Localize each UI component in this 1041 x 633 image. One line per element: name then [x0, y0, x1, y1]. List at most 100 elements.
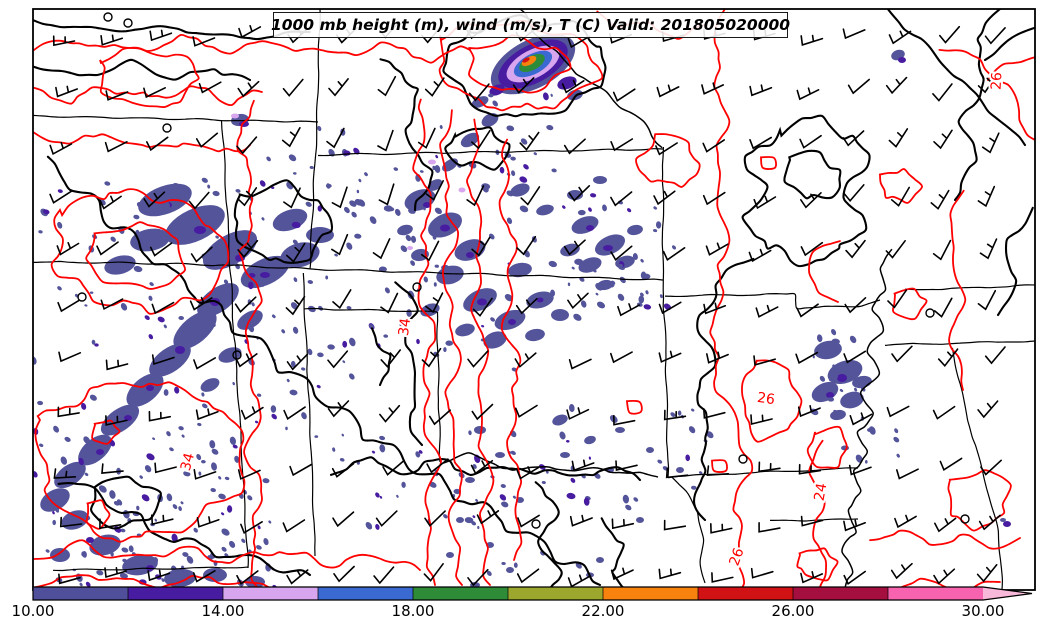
fill-speckle	[212, 190, 220, 197]
state-border	[661, 146, 670, 478]
fill-speckle	[592, 269, 597, 273]
fill-speckle	[406, 309, 412, 317]
fill-blob	[164, 568, 196, 588]
wind-barb	[471, 236, 491, 257]
fill-blob	[567, 190, 583, 200]
fill-blob	[596, 557, 604, 563]
wind-barb	[662, 247, 686, 262]
state-border	[671, 476, 706, 584]
temperature-contour	[760, 156, 777, 170]
fill-speckle	[180, 501, 184, 505]
fill-blob	[898, 57, 906, 63]
fill-speckle	[432, 165, 436, 171]
fill-speckle	[500, 484, 506, 488]
fill-speckle	[96, 570, 104, 576]
state-border	[303, 307, 438, 313]
fill-blob	[202, 230, 258, 270]
fill-speckle	[163, 324, 167, 329]
fill-speckle	[546, 125, 554, 131]
temperature-contour	[948, 189, 967, 391]
fill-speckle	[292, 239, 298, 245]
calm-wind-circle	[162, 123, 172, 133]
wind-barb	[286, 242, 306, 263]
temperature-contour	[91, 419, 121, 445]
fill-speckle	[486, 570, 492, 577]
calm-wind-circle	[232, 350, 242, 360]
height-contour	[379, 58, 434, 212]
wind-barb	[424, 510, 446, 527]
temperature-contour	[99, 46, 200, 108]
fill-blob	[89, 534, 121, 556]
wind-barb	[512, 77, 535, 94]
fill-speckle	[78, 457, 84, 466]
fill-speckle	[643, 304, 652, 310]
fill-speckle	[123, 510, 130, 519]
wind-barb	[240, 521, 263, 534]
wind-barb	[930, 189, 950, 210]
fill-speckle	[400, 245, 408, 253]
fill-speckle	[211, 448, 219, 455]
height-contour	[444, 126, 511, 171]
fill-blob	[218, 347, 242, 363]
wind-barb	[665, 467, 689, 479]
wind-barb	[326, 127, 345, 149]
wind-barb	[976, 564, 998, 583]
fill-speckle	[617, 293, 625, 301]
wind-barb	[237, 469, 261, 480]
fill-speckle	[854, 387, 858, 392]
wind-barb	[373, 566, 395, 585]
fill-speckle	[85, 581, 91, 587]
fill-speckle	[633, 497, 639, 502]
wind-barb	[286, 353, 309, 371]
state-border	[667, 467, 859, 479]
temperature-contour-label: 34	[178, 451, 198, 472]
fill-speckle	[83, 436, 91, 444]
colorbar-segment	[318, 587, 413, 600]
colorbar-over-arrow	[983, 587, 1032, 600]
fill-speckle	[153, 557, 159, 563]
fill-speckle	[178, 506, 182, 512]
fill-blob	[837, 374, 847, 382]
fill-speckle	[307, 280, 314, 284]
fill-speckle	[325, 183, 332, 188]
fill-speckle	[247, 495, 253, 501]
fill-blob	[593, 176, 607, 184]
wind-barb	[234, 296, 257, 313]
wind-barb	[847, 78, 870, 95]
wind-barb	[154, 462, 177, 474]
height-contour	[33, 19, 312, 41]
fill-blob	[231, 113, 239, 119]
fill-speckle	[181, 434, 185, 438]
fill-speckle	[506, 125, 515, 132]
fill-speckle	[64, 436, 71, 442]
fill-speckle	[120, 528, 126, 533]
temperature-contour	[796, 547, 839, 582]
fill-speckle	[677, 410, 682, 416]
fill-speckle	[419, 170, 424, 173]
wind-barb	[563, 138, 586, 155]
fill-speckle	[706, 431, 714, 439]
fill-speckle	[218, 493, 226, 500]
wind-barb	[105, 90, 129, 101]
wind-barb	[758, 461, 781, 473]
fill-blob	[814, 340, 842, 360]
fill-speckle	[141, 494, 150, 502]
wind-barb	[939, 457, 963, 471]
fill-speckle	[263, 538, 269, 546]
temperature-contour	[412, 98, 442, 586]
fill-speckle	[519, 205, 529, 213]
fill-blob	[508, 262, 532, 278]
wind-barb	[658, 568, 682, 580]
wind-barb	[283, 406, 306, 420]
fill-blob	[146, 385, 154, 391]
fill-blob	[173, 310, 217, 350]
fill-speckle	[443, 347, 447, 353]
wind-barb	[53, 468, 77, 479]
fill-speckle	[511, 170, 516, 177]
wind-barb	[702, 139, 725, 153]
fill-speckle	[816, 334, 823, 343]
fill-speckle	[657, 459, 663, 464]
fill-speckle	[433, 282, 437, 287]
wind-barb	[417, 127, 436, 149]
